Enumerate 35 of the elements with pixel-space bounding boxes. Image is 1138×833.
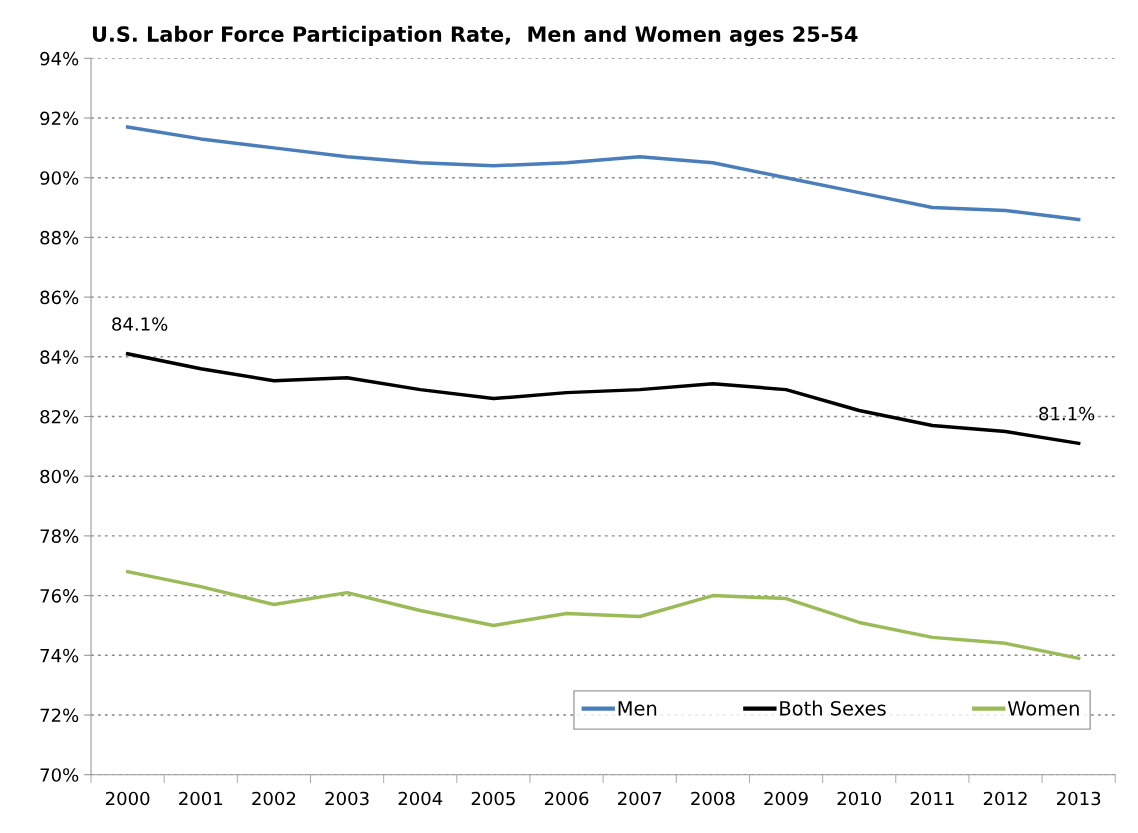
x-tick-label: 2002 <box>252 791 296 806</box>
y-tick-label: 82% <box>40 409 79 424</box>
y-tick-label: 84% <box>40 350 79 364</box>
x-tick-label: 2013 <box>1057 791 1101 806</box>
y-tick-label: 94% <box>40 51 79 66</box>
x-tick-label: 2007 <box>618 791 662 806</box>
x-tick-label: 2005 <box>471 791 515 806</box>
x-tick-label: 2006 <box>544 791 589 806</box>
data-label: 81.1% <box>1039 406 1095 421</box>
x-tick-label: 2008 <box>691 791 735 806</box>
y-tick-label: 74% <box>40 648 79 663</box>
y-tick-label: 76% <box>40 589 79 603</box>
x-tick-label: 2003 <box>325 791 369 806</box>
y-tick-label: 90% <box>40 171 79 185</box>
y-tick-label: 72% <box>40 708 79 723</box>
y-tick-label: 88% <box>40 230 79 245</box>
y-tick-label: 80% <box>40 469 79 484</box>
legend-label: Men <box>618 701 657 716</box>
y-tick-label: 70% <box>40 768 79 782</box>
chart-title: U.S. Labor Force Participation Rate, Men and Women ages 25-54 <box>92 25 858 47</box>
y-tick-label: 92% <box>40 111 79 126</box>
x-tick-label: 2010 <box>837 791 881 806</box>
x-tick-label: 2004 <box>398 791 443 806</box>
x-tick-label: 2000 <box>105 791 150 806</box>
x-tick-label: 2011 <box>910 791 954 806</box>
legend-label: Women <box>1007 701 1079 716</box>
x-tick-label: 2001 <box>179 791 223 806</box>
y-tick-label: 86% <box>40 290 79 305</box>
x-tick-label: 2012 <box>983 791 1027 806</box>
x-tick-label: 2009 <box>764 791 808 806</box>
data-label: 84.1% <box>112 317 168 331</box>
line-series <box>125 569 1081 661</box>
line-series <box>125 125 1081 222</box>
y-tick-label: 78% <box>40 529 79 544</box>
legend-label: Both Sexes <box>780 700 886 716</box>
